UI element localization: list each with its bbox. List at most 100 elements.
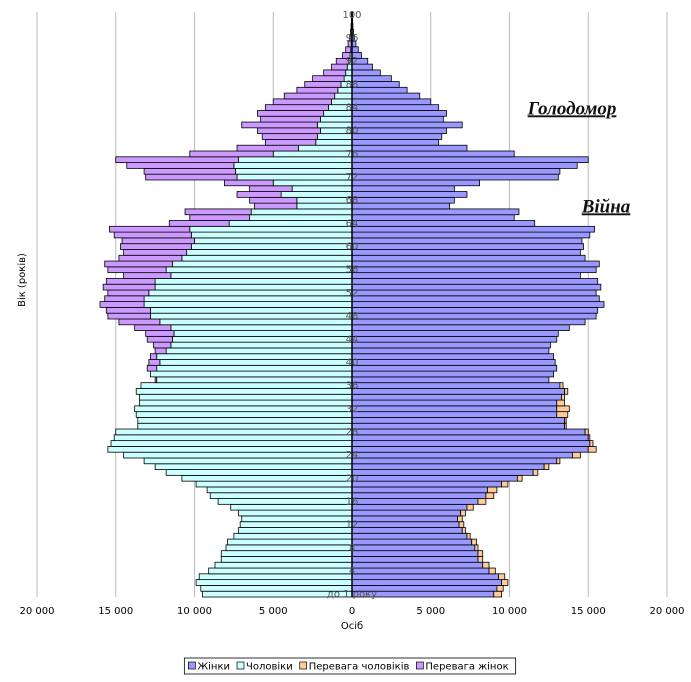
- bar: [260, 115, 321, 123]
- bar: [107, 312, 151, 320]
- bar: [351, 225, 595, 233]
- bar: [137, 417, 353, 424]
- legend-swatch: [299, 661, 308, 670]
- bar: [351, 428, 586, 436]
- bar: [123, 272, 172, 279]
- bar: [587, 446, 597, 453]
- bar: [115, 428, 353, 436]
- x-tick-label: 5 000: [416, 606, 445, 617]
- bar: [351, 411, 558, 418]
- bar: [351, 422, 566, 430]
- bar: [351, 503, 468, 511]
- bar: [351, 237, 583, 245]
- x-tick-label: 20 000: [650, 606, 685, 617]
- y-tick-label: 52: [346, 288, 359, 299]
- x-tick-label: 10 000: [492, 606, 527, 617]
- bar: [280, 191, 353, 198]
- bar: [249, 185, 293, 192]
- bar: [170, 341, 353, 349]
- bar: [195, 579, 353, 586]
- bar: [351, 324, 570, 331]
- y-tick-label: 32: [346, 404, 359, 415]
- bar: [143, 295, 353, 303]
- y-tick-label: 76: [346, 149, 359, 160]
- bar: [113, 434, 353, 442]
- bar: [190, 243, 353, 250]
- bar: [351, 399, 558, 407]
- bar: [466, 503, 474, 511]
- bar: [170, 272, 353, 279]
- y-tick-label: 44: [346, 334, 359, 345]
- bar: [227, 538, 353, 546]
- bar: [351, 532, 468, 540]
- bar: [471, 538, 477, 546]
- bar: [351, 312, 597, 320]
- bar: [485, 492, 495, 499]
- bar: [165, 266, 353, 274]
- y-tick-label: 88: [346, 79, 359, 90]
- bar: [351, 573, 499, 581]
- y-tick-label: 4: [349, 566, 355, 577]
- bar: [189, 225, 353, 233]
- bar: [559, 382, 564, 389]
- bar: [135, 411, 353, 418]
- bar: [351, 162, 578, 169]
- bar: [351, 486, 488, 494]
- bar: [296, 196, 353, 204]
- bar: [351, 306, 599, 314]
- bar: [190, 231, 353, 239]
- bar: [230, 503, 353, 511]
- bar: [351, 92, 421, 100]
- bar: [107, 289, 150, 297]
- y-tick-label: 12: [346, 520, 359, 531]
- x-tick-label: 15 000: [98, 606, 133, 617]
- bar: [351, 127, 447, 135]
- y-tick-label: 80: [346, 126, 359, 137]
- bar: [351, 208, 520, 216]
- bar: [272, 179, 353, 187]
- bar: [209, 492, 353, 499]
- bar: [181, 254, 353, 262]
- bar: [165, 347, 353, 355]
- bar: [351, 330, 559, 337]
- bar: [351, 451, 573, 459]
- bar: [206, 486, 353, 494]
- y-tick-label: 8: [349, 543, 355, 554]
- bar: [351, 231, 591, 239]
- bar: [351, 139, 440, 146]
- bar: [351, 376, 550, 384]
- legend-box: [183, 657, 517, 675]
- y-tick-label: 72: [346, 172, 359, 183]
- bar: [351, 353, 555, 360]
- bar: [107, 266, 167, 274]
- bar: [564, 422, 567, 430]
- bar: [351, 561, 484, 569]
- bar: [238, 509, 353, 517]
- bar: [194, 237, 353, 245]
- y-tick-label: 16: [346, 496, 359, 507]
- bar: [351, 272, 581, 279]
- bar: [272, 150, 353, 158]
- bar: [110, 440, 353, 447]
- bar: [351, 173, 559, 181]
- bar: [105, 306, 151, 314]
- bar: [118, 254, 183, 262]
- bar: [148, 359, 161, 366]
- bar: [118, 318, 161, 326]
- bar: [477, 550, 484, 557]
- bar: [154, 463, 353, 470]
- bar: [134, 405, 353, 413]
- bar: [561, 393, 566, 401]
- bar: [351, 480, 503, 488]
- bar: [460, 509, 466, 517]
- bar: [351, 382, 561, 389]
- bar: [351, 492, 487, 499]
- bar: [351, 341, 551, 349]
- bar: [351, 579, 503, 586]
- bar: [220, 550, 353, 557]
- y-tick-label: 56: [346, 265, 359, 276]
- legend-label: Перевага жінок: [425, 661, 508, 673]
- bar: [126, 162, 235, 169]
- bar: [220, 556, 353, 563]
- bar: [138, 393, 353, 401]
